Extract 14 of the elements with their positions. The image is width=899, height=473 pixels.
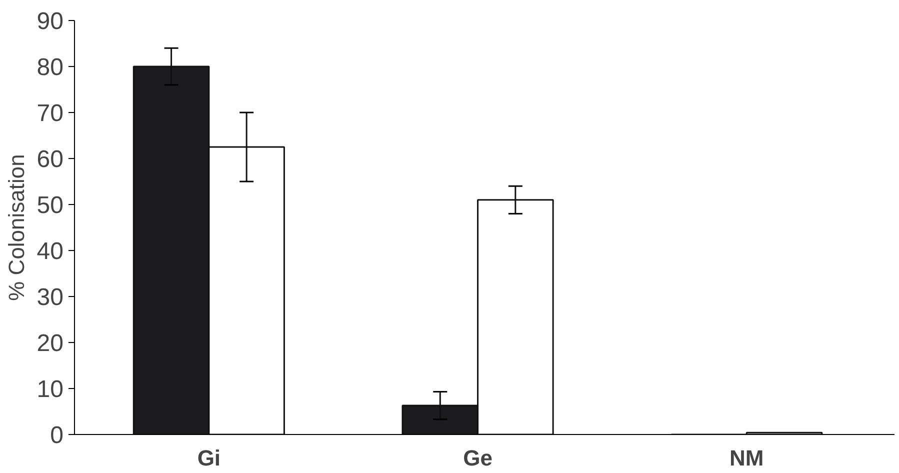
- y-tick-label: 0: [50, 422, 64, 449]
- y-tick-label: 30: [36, 284, 64, 311]
- x-tick-label: NM: [730, 446, 764, 470]
- x-tick-label: Ge: [463, 446, 492, 470]
- y-tick-label: 80: [36, 54, 64, 81]
- y-axis-title: % Colonisation: [4, 154, 29, 301]
- x-tick-label: Gi: [197, 446, 221, 470]
- y-tick-label: 40: [36, 238, 64, 265]
- y-tick-label: 20: [36, 330, 64, 357]
- y-tick-label: 70: [36, 100, 64, 127]
- y-tick-label: 50: [36, 192, 64, 219]
- y-tick-label: 60: [36, 146, 64, 173]
- y-tick-label: 10: [36, 376, 64, 403]
- y-tick-label: 90: [36, 8, 64, 35]
